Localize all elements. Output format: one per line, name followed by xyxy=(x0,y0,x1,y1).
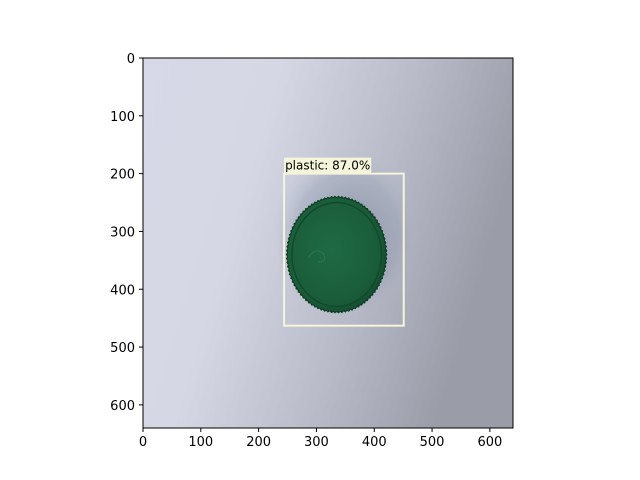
y-tick-label: 0 xyxy=(127,52,135,67)
x-tick-label: 0 xyxy=(139,435,147,450)
x-tick-label: 100 xyxy=(188,435,213,450)
cap-inner-ring xyxy=(291,201,383,308)
image-area xyxy=(143,58,513,428)
detection-label-text: plastic: 87.0% xyxy=(285,159,370,173)
x-axis: 0 100 200 300 400 500 600 xyxy=(139,428,502,450)
y-tick-label: 600 xyxy=(110,399,135,414)
x-tick-label: 400 xyxy=(362,435,387,450)
y-tick-label: 500 xyxy=(110,341,135,356)
detection-label-background xyxy=(284,157,372,174)
y-tick-label: 300 xyxy=(110,225,135,240)
y-tick-label: 400 xyxy=(110,283,135,298)
cap-embossed-mark xyxy=(308,250,326,263)
detections-layer: plastic: 87.0% xyxy=(283,157,405,327)
detection-label: plastic: 87.0% xyxy=(284,157,372,174)
x-tick-label: 300 xyxy=(304,435,329,450)
bottle-cap xyxy=(285,195,388,314)
cap-face xyxy=(287,197,386,312)
y-tick-label: 200 xyxy=(110,168,135,183)
y-tick-label: 100 xyxy=(110,110,135,125)
x-tick-label: 200 xyxy=(246,435,271,450)
x-tick-label: 500 xyxy=(420,435,445,450)
y-axis: 0 100 200 300 400 500 600 xyxy=(110,52,143,414)
x-tick-label: 600 xyxy=(477,435,502,450)
axes-frame xyxy=(142,57,514,429)
